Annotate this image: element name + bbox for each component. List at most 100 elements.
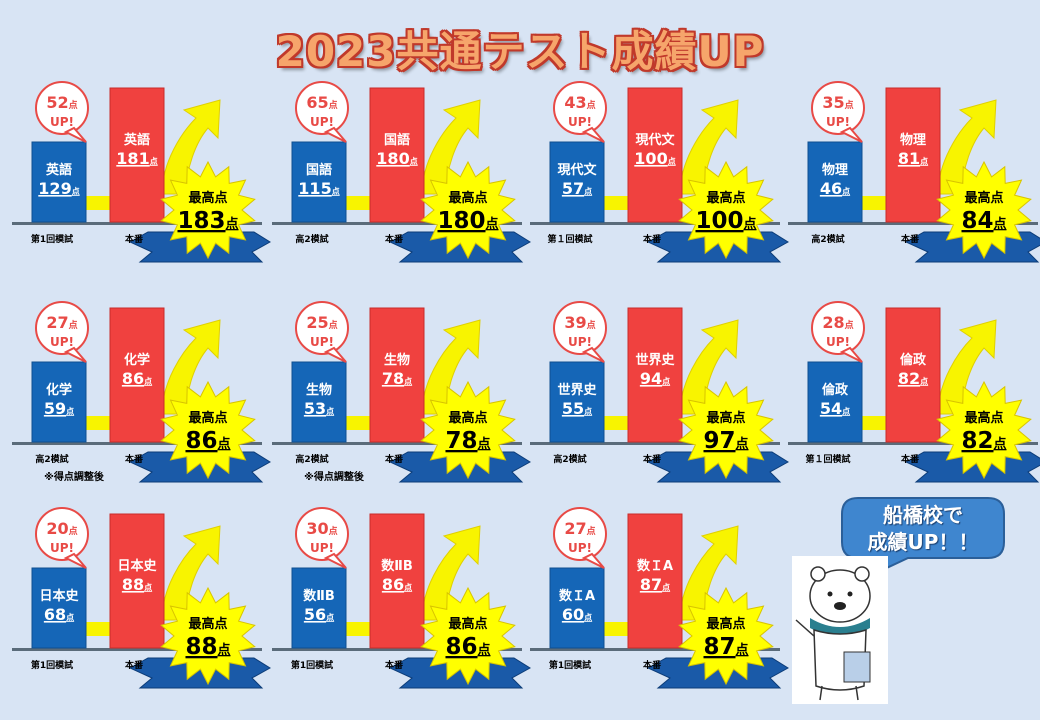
- page-title: 2023共通テスト成績UP: [275, 27, 765, 76]
- after-number: 87: [640, 575, 662, 594]
- best-label: 最高点: [706, 410, 745, 426]
- best-score: 87点: [703, 634, 748, 660]
- best-burst: [678, 380, 774, 480]
- before-subject: 化学: [46, 382, 72, 398]
- after-number: 181: [116, 149, 149, 168]
- after-bar: [369, 513, 425, 649]
- up-unit: 点: [329, 525, 338, 537]
- up-bubble: [553, 301, 607, 355]
- best-unit: 点: [226, 216, 239, 232]
- before-subject: 現代文: [557, 162, 597, 178]
- up-value: 65点: [306, 93, 337, 112]
- before-unit: 点: [842, 406, 850, 416]
- bar-connector: [346, 416, 370, 430]
- up-bubble: [553, 81, 607, 135]
- before-unit: 点: [842, 186, 850, 196]
- before-number: 115: [298, 179, 331, 198]
- callout-bubble: [841, 497, 1005, 574]
- best-number: 87: [703, 634, 735, 660]
- after-bar: [627, 87, 683, 223]
- before-score: 68点: [44, 605, 74, 624]
- after-score: 88点: [122, 575, 152, 594]
- up-bubble-tail: [323, 126, 347, 143]
- before-number: 53: [304, 399, 326, 418]
- after-unit: 点: [150, 156, 158, 166]
- best-unit: 点: [218, 436, 231, 452]
- before-bar: [807, 141, 863, 223]
- up-bubble: [811, 301, 865, 355]
- best-number: 86: [185, 428, 217, 454]
- up-label: UP!: [50, 335, 74, 349]
- best-score: 82点: [961, 428, 1006, 454]
- after-axis-label: 本番: [125, 659, 144, 671]
- after-number: 100: [634, 149, 667, 168]
- before-bar: [807, 361, 863, 443]
- before-number: 57: [562, 179, 584, 198]
- bear-mascot-icon: [795, 566, 871, 701]
- before-subject: 数ⅡB: [303, 588, 334, 604]
- after-number: 78: [382, 369, 404, 388]
- before-axis-label: 第1回模試: [549, 659, 591, 671]
- before-unit: 点: [332, 186, 340, 196]
- best-label: 最高点: [706, 616, 745, 632]
- before-score: 53点: [304, 399, 334, 418]
- up-bubble-tail: [63, 126, 87, 143]
- best-score: 97点: [703, 428, 748, 454]
- after-subject: 数ⅡB: [381, 558, 412, 574]
- after-subject: 英語: [123, 132, 150, 148]
- before-number: 60: [562, 605, 584, 624]
- baseline: [12, 648, 262, 651]
- best-number: 88: [185, 634, 217, 660]
- best-number: 183: [177, 208, 225, 234]
- best-label: 最高点: [188, 190, 227, 206]
- callout-line-2: 成績UP！！: [867, 530, 979, 554]
- after-subject: 生物: [384, 352, 410, 368]
- best-unit: 点: [744, 216, 757, 232]
- after-axis-label: 本番: [643, 453, 662, 465]
- up-bubble-tail: [63, 552, 87, 569]
- before-axis-label: 第１回模試: [805, 453, 850, 465]
- before-subject: 物理: [822, 162, 848, 178]
- up-number: 30: [306, 519, 328, 538]
- after-unit: 点: [920, 156, 928, 166]
- best-label: 最高点: [188, 410, 227, 426]
- before-unit: 点: [584, 406, 592, 416]
- up-unit: 点: [845, 99, 854, 111]
- before-score: 46点: [820, 179, 850, 198]
- before-unit: 点: [326, 406, 334, 416]
- best-score: 180点: [437, 208, 498, 234]
- after-unit: 点: [404, 376, 412, 386]
- up-bubble: [35, 81, 89, 135]
- up-number: 25: [306, 313, 328, 332]
- up-value: 43点: [564, 93, 595, 112]
- after-score: 100点: [634, 149, 675, 168]
- after-unit: 点: [144, 376, 152, 386]
- best-label: 最高点: [964, 190, 1003, 206]
- before-bar: [31, 141, 87, 223]
- before-number: 59: [44, 399, 66, 418]
- after-axis-label: 本番: [385, 659, 404, 671]
- up-number: 28: [822, 313, 844, 332]
- up-bubble-tail: [839, 126, 863, 143]
- up-bubble: [295, 507, 349, 561]
- before-score: 55点: [562, 399, 592, 418]
- up-bubble: [295, 301, 349, 355]
- up-unit: 点: [69, 525, 78, 537]
- after-bar: [627, 307, 683, 443]
- up-unit: 点: [69, 99, 78, 111]
- best-label: 最高点: [448, 616, 487, 632]
- after-unit: 点: [410, 156, 418, 166]
- before-score: 56点: [304, 605, 334, 624]
- up-label: UP!: [310, 335, 334, 349]
- after-bar: [885, 307, 941, 443]
- best-unit: 点: [736, 642, 749, 658]
- before-axis-label: 高2模試: [811, 233, 844, 245]
- best-unit: 点: [478, 642, 491, 658]
- bar-connector: [604, 416, 628, 430]
